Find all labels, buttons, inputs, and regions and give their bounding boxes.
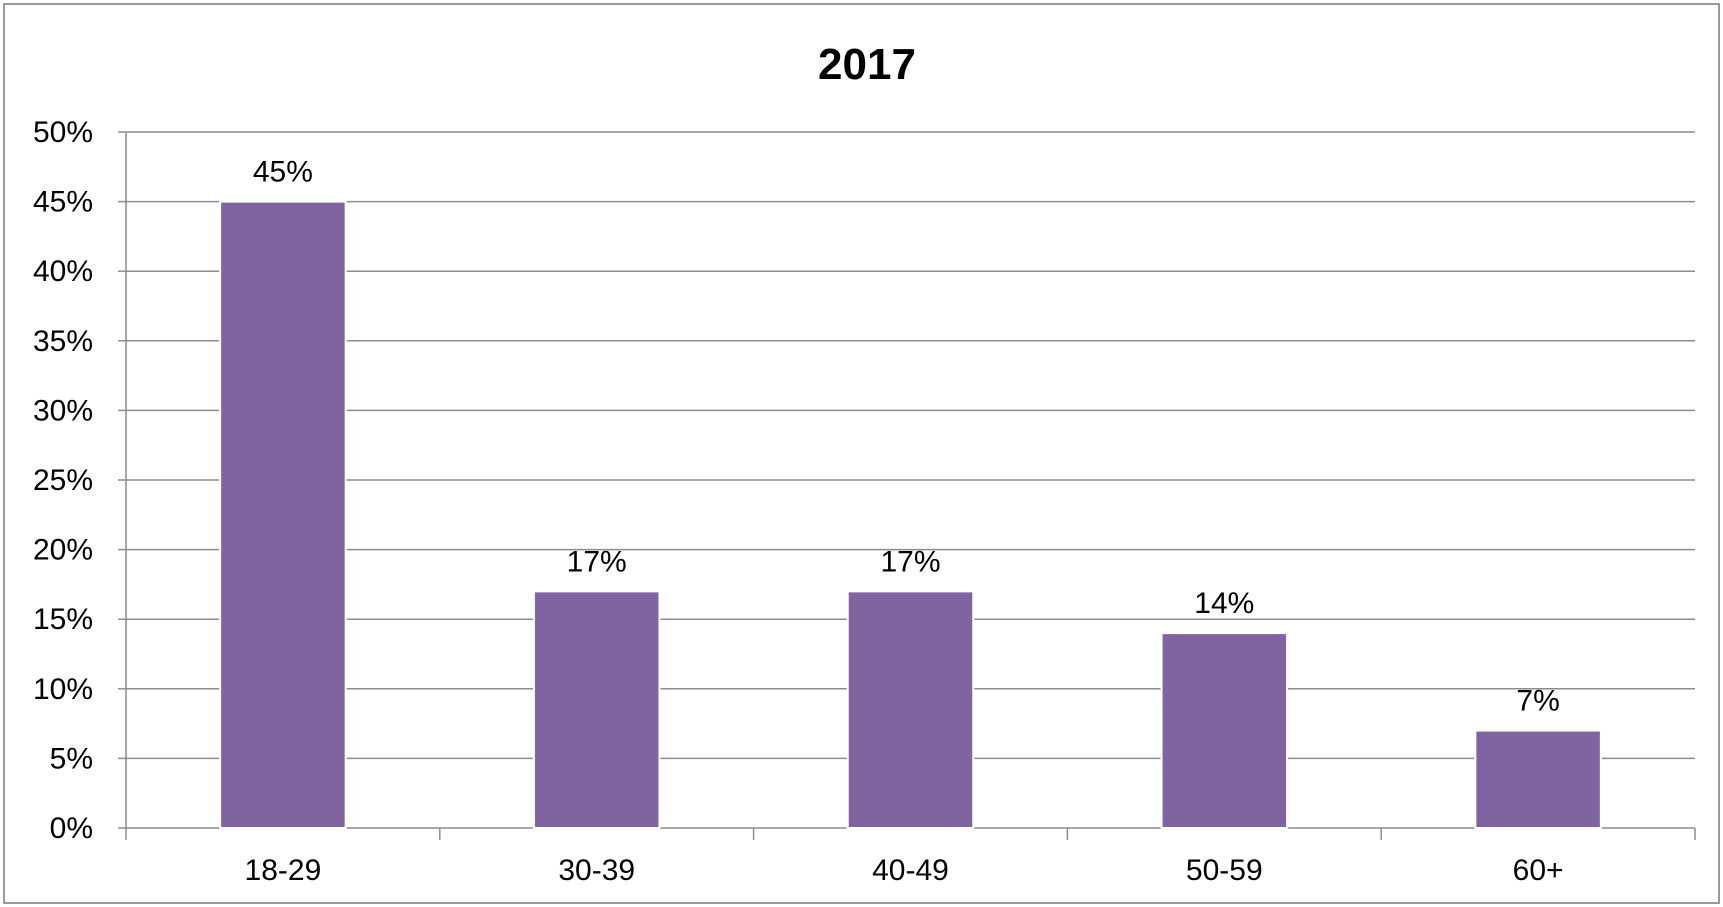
x-tick-label: 40-49 [872, 854, 949, 887]
y-tick-label: 25% [33, 464, 93, 497]
bar-18-29 [219, 200, 347, 830]
x-tick-label: 30-39 [558, 854, 635, 887]
y-tick-label: 30% [33, 394, 93, 427]
y-tick-label: 5% [50, 742, 93, 775]
y-tick-label: 15% [33, 603, 93, 636]
data-label: 17% [880, 545, 940, 578]
x-tick-label: 50-59 [1186, 854, 1263, 887]
bars [219, 200, 1602, 830]
data-label: 14% [1194, 587, 1254, 620]
y-tick-label: 35% [33, 325, 93, 358]
data-labels: 45% 17% 17% 14% 7% [253, 156, 1560, 718]
x-tick-label: 18-29 [245, 854, 322, 887]
bar-60+ [1474, 729, 1602, 829]
x-axis-tick-labels: 18-29 30-39 40-49 50-59 60+ [245, 854, 1564, 887]
y-tick-label: 20% [33, 534, 93, 567]
bar-30-39 [532, 590, 661, 829]
y-tick-label: 50% [33, 116, 93, 149]
bar-40-49 [846, 590, 975, 829]
x-tick-label: 60+ [1513, 854, 1564, 887]
data-label: 45% [253, 156, 313, 189]
y-tick-label: 10% [33, 673, 93, 706]
data-label: 7% [1516, 685, 1559, 718]
data-label: 17% [567, 545, 627, 578]
y-axis-tick-labels: 0% 5% 10% 15% 20% 25% 30% 35% 40% 45% 50% [33, 116, 93, 845]
y-tick-label: 45% [33, 186, 93, 219]
chart-title: 2017 [818, 40, 916, 89]
bar-chart: 2017 45% 17% 17% 14% 7% 0% 5% 10% 15% 20% 25% 30% 3… [33, 40, 1696, 887]
bar-50-59 [1160, 632, 1289, 829]
y-tick-label: 0% [50, 812, 93, 845]
y-tick-label: 40% [33, 255, 93, 288]
chart-frame: 2017 45% 17% 17% 14% 7% 0% 5% 10% 15% 20% 25% 30% 3… [3, 3, 1720, 904]
